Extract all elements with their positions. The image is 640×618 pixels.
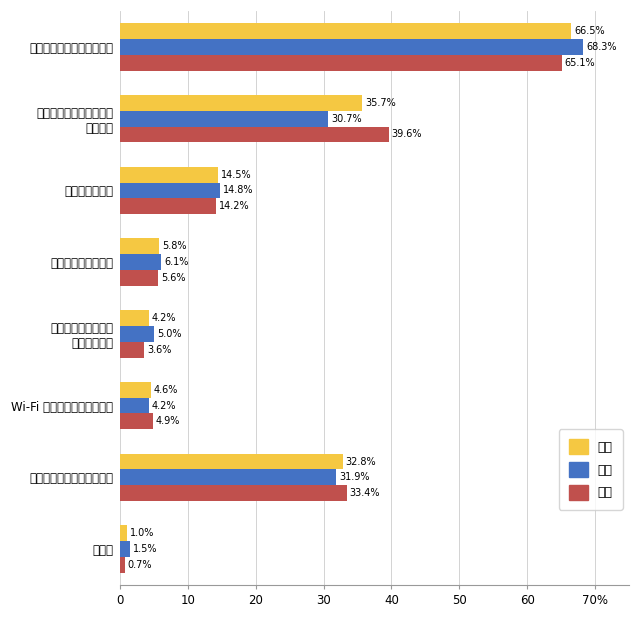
Text: 5.0%: 5.0%	[157, 329, 181, 339]
Bar	[120, 342, 145, 357]
Text: 5.8%: 5.8%	[162, 242, 187, 252]
Text: 66.5%: 66.5%	[574, 26, 605, 36]
Text: 6.1%: 6.1%	[164, 257, 189, 267]
Bar	[120, 39, 584, 55]
Bar	[120, 382, 151, 397]
Bar	[120, 326, 154, 342]
Text: 14.5%: 14.5%	[221, 169, 252, 180]
Legend: 全体, 男性, 女性: 全体, 男性, 女性	[559, 429, 623, 510]
Bar	[120, 470, 337, 485]
Text: 3.6%: 3.6%	[147, 345, 172, 355]
Text: 31.9%: 31.9%	[339, 472, 370, 482]
Bar	[120, 541, 130, 557]
Text: 5.6%: 5.6%	[161, 273, 185, 283]
Bar	[120, 254, 161, 270]
Text: 68.3%: 68.3%	[586, 42, 617, 52]
Text: 35.7%: 35.7%	[365, 98, 396, 108]
Bar	[120, 485, 347, 501]
Text: 1.0%: 1.0%	[129, 528, 154, 538]
Bar	[120, 23, 572, 39]
Bar	[120, 454, 342, 470]
Bar	[120, 310, 148, 326]
Text: 4.6%: 4.6%	[154, 385, 179, 395]
Bar	[120, 239, 159, 254]
Text: 14.8%: 14.8%	[223, 185, 253, 195]
Bar	[120, 167, 218, 182]
Bar	[120, 270, 158, 286]
Text: 33.4%: 33.4%	[349, 488, 380, 498]
Text: 4.2%: 4.2%	[151, 313, 176, 323]
Text: 30.7%: 30.7%	[331, 114, 362, 124]
Text: 14.2%: 14.2%	[219, 201, 250, 211]
Bar	[120, 413, 154, 430]
Bar	[120, 557, 125, 573]
Bar	[120, 95, 362, 111]
Bar	[120, 525, 127, 541]
Bar	[120, 198, 216, 214]
Text: 32.8%: 32.8%	[346, 457, 376, 467]
Bar	[120, 127, 388, 142]
Bar	[120, 397, 148, 413]
Text: 4.9%: 4.9%	[156, 417, 180, 426]
Text: 65.1%: 65.1%	[564, 57, 595, 68]
Text: 1.5%: 1.5%	[133, 544, 157, 554]
Text: 4.2%: 4.2%	[151, 400, 176, 410]
Bar	[120, 111, 328, 127]
Text: 0.7%: 0.7%	[127, 560, 152, 570]
Bar	[120, 55, 562, 70]
Text: 39.6%: 39.6%	[392, 129, 422, 140]
Bar	[120, 182, 220, 198]
